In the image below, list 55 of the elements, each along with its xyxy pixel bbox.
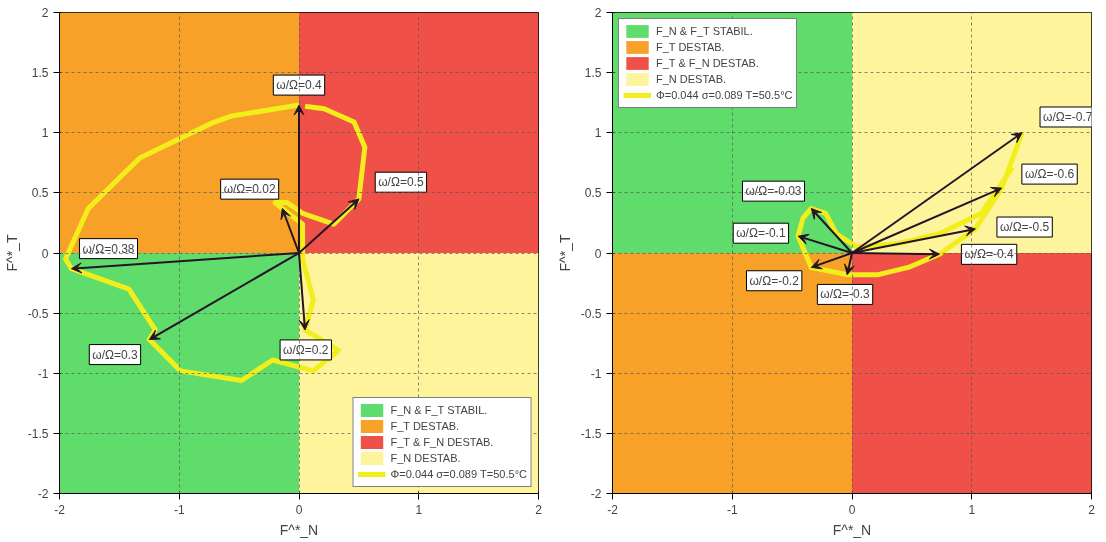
legend-label: F_T DESTAB. [656,41,725,53]
legend-label: F_N & F_T STABIL. [656,25,753,37]
y-tick-label: -0.5 [27,306,49,321]
y-tick-label: -2 [37,487,49,501]
x-tick-label: -1 [726,502,738,517]
annotation: ω/Ω=-0.2 [749,273,800,288]
y-tick-label: 1 [594,126,602,141]
legend-label: Φ=0.044 σ=0.089 T=50.5°C [656,89,793,101]
annotation: ω/Ω=0.4 [276,78,323,93]
x-axis-title: F^*_N [832,521,872,538]
y-tick-label: -1 [37,366,49,381]
y-tick-label: -0.5 [580,306,602,321]
annotation: ω/Ω=-0.03 [745,184,802,199]
y-tick-label: 1.5 [584,66,602,81]
y-tick-label: 0.5 [31,186,49,201]
y-tick-label: 0 [41,246,49,261]
x-tick-label: 2 [1088,502,1096,517]
y-tick-label: 0 [594,246,602,261]
annotation: ω/Ω=0.3 [92,347,138,362]
y-tick-label: -1.5 [27,426,49,441]
annotation: ω/Ω=-0.3 [820,287,871,302]
legend-label: F_N & F_T STABIL. [390,404,488,416]
legend-label: F_T & F_N DESTAB. [656,57,759,69]
y-tick-label: -2 [590,487,602,501]
y-tick-label: 2 [594,6,602,20]
x-tick-label: 2 [535,502,543,517]
legend-label: F_N DESTAB. [656,73,727,85]
annotation: ω/Ω=-0.1 [736,226,786,241]
y-axis-title: F^*_T [556,234,573,272]
annotation: ω/Ω=-0.5 [999,220,1050,235]
y-axis-title: F^*_T [3,234,20,272]
x-tick-label: 1 [968,502,976,517]
x-tick-label: 0 [295,502,303,517]
y-tick-label: -1 [590,366,602,381]
annotation: ω/Ω=-0.6 [1024,167,1075,182]
x-axis-title: F^*_N [279,521,319,538]
annotation: ω/Ω=0.5 [378,175,424,190]
y-tick-label: 1.5 [31,66,49,81]
annotation: ω/Ω=0.2 [283,342,329,357]
legend-label: F_N DESTAB. [390,452,461,464]
annotation: ω/Ω=0.38 [82,241,135,256]
legend-label: F_T DESTAB. [390,420,460,432]
y-tick-label: -1.5 [580,426,602,441]
y-tick-label: 0.5 [584,186,602,201]
y-tick-label: 2 [41,6,49,20]
x-tick-label: 1 [415,502,423,517]
annotation: ω/Ω=0.02 [223,182,277,197]
annotation: ω/Ω=-0.4 [964,247,1015,262]
x-tick-label: -2 [607,502,619,517]
x-tick-label: -1 [173,502,185,517]
x-tick-label: 0 [848,502,856,517]
legend-label: F_T & F_N DESTAB. [390,436,494,448]
legend-label: Φ=0.044 σ=0.089 T=50.5°C [390,468,527,480]
y-tick-label: 1 [41,126,49,141]
x-tick-label: -2 [54,502,66,517]
